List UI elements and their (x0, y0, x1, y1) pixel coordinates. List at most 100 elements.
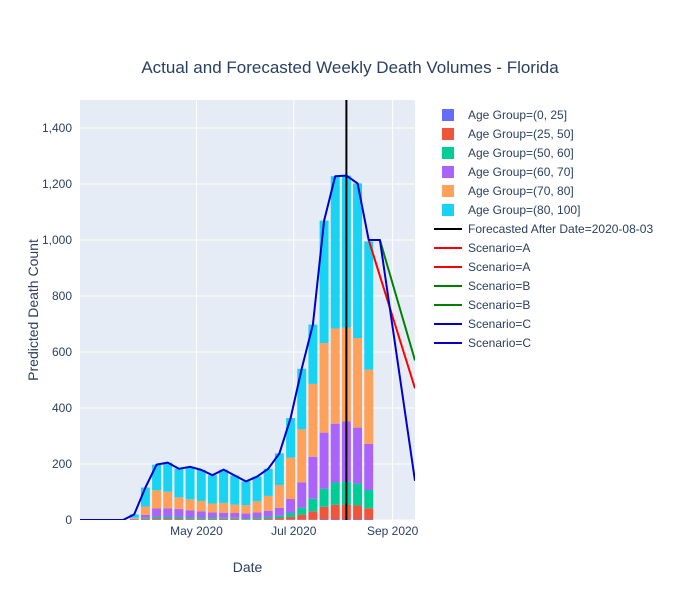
bar-segment (252, 512, 262, 518)
y-tick-label: 1,200 (42, 177, 72, 191)
y-tick-label: 0 (65, 513, 72, 527)
legend-item[interactable]: Scenario=A (468, 260, 530, 274)
bar-segment (353, 427, 363, 484)
legend-item[interactable]: Forecasted After Date=2020-08-03 (468, 222, 653, 236)
bar-segment (219, 517, 229, 519)
bar-segment (230, 518, 240, 520)
legend-swatch[interactable] (442, 109, 454, 121)
bar-segment (286, 457, 296, 499)
legend-item[interactable]: Age Group=(0, 25] (468, 108, 567, 122)
bar-segment (330, 519, 340, 520)
bar-segment (241, 518, 251, 520)
bar-segment (241, 519, 251, 520)
bar-segment (196, 511, 206, 518)
bar-segment (219, 512, 229, 518)
bar-segment (330, 504, 340, 520)
chart-title: Actual and Forecasted Weekly Death Volum… (141, 58, 559, 77)
series-line (80, 174, 415, 520)
bar-segment (274, 507, 284, 516)
bar-segment (174, 497, 184, 510)
bar-segment (319, 488, 329, 507)
bar-segment (129, 514, 139, 518)
legend-swatch[interactable] (442, 147, 454, 159)
y-tick-label: 200 (52, 457, 72, 471)
bar-segment (286, 418, 296, 458)
bar-segment (163, 516, 173, 519)
bar-segment (263, 518, 273, 520)
bar-segment (274, 485, 284, 508)
legend-swatch[interactable] (442, 204, 454, 216)
legend-swatch[interactable] (442, 185, 454, 197)
bar-segment (319, 343, 329, 433)
legend-item[interactable]: Scenario=B (468, 298, 530, 312)
y-tick-label: 1,000 (42, 233, 72, 247)
bar-segment (364, 369, 374, 444)
bar-segment (241, 481, 251, 506)
bar-segment (185, 518, 195, 520)
y-tick-label: 600 (52, 345, 72, 359)
bar-segment (353, 519, 363, 520)
y-axis-ticks: 0 200 400 600 800 1,000 1,200 1,400 (42, 121, 72, 527)
bar-segment (140, 518, 150, 520)
bar-segment (330, 328, 340, 424)
bar-segment (330, 482, 340, 505)
bar-segment (185, 510, 195, 518)
legend-swatch[interactable] (442, 166, 454, 178)
bar-segment (353, 338, 363, 428)
bar-segment (163, 518, 173, 520)
bar-segment (140, 517, 150, 519)
legend-item[interactable]: Age Group=(80, 100] (468, 203, 580, 217)
bar-segment (319, 220, 329, 344)
bar-segment (140, 487, 150, 507)
bar-segment (185, 466, 195, 500)
x-tick-label: May 2020 (170, 524, 223, 538)
legend-item[interactable]: Scenario=C (468, 336, 531, 350)
bar-segment (319, 506, 329, 520)
bar-segment (319, 519, 329, 520)
bar-segment (196, 469, 206, 501)
line-group (80, 100, 415, 520)
bar-segment (152, 518, 162, 520)
bar-segment (219, 518, 229, 520)
legend-item[interactable]: Scenario=B (468, 279, 530, 293)
bar-segment (286, 516, 296, 520)
y-tick-label: 800 (52, 289, 72, 303)
bar-segment (207, 517, 217, 519)
legend: Age Group=(0, 25] Age Group=(25, 50] Age G… (434, 108, 653, 350)
bar-segment (353, 483, 363, 506)
bar-segment (308, 324, 318, 384)
bar-segment (163, 462, 173, 492)
series-line (367, 239, 415, 389)
bar-segment (140, 514, 150, 518)
legend-item[interactable]: Scenario=A (468, 241, 530, 255)
bar-segment (364, 443, 374, 491)
bar-segment (364, 490, 374, 509)
bar-segment (274, 453, 284, 485)
legend-item[interactable]: Age Group=(50, 60] (468, 146, 574, 160)
legend-item[interactable]: Scenario=C (468, 317, 531, 331)
bar-segment (252, 501, 262, 513)
bar-segment (185, 499, 195, 511)
bar-segment (263, 510, 273, 517)
bar-segment (230, 475, 240, 505)
bar-segment (152, 490, 162, 509)
bar-segment (207, 475, 217, 504)
legend-item[interactable]: Age Group=(25, 50] (468, 127, 574, 141)
legend-swatch[interactable] (442, 128, 454, 140)
legend-item[interactable]: Age Group=(70, 80] (468, 184, 574, 198)
bar-segment (274, 518, 284, 520)
x-axis-title: Date (233, 559, 263, 575)
bar-segment (330, 176, 340, 329)
bar-segment (353, 183, 363, 338)
bar-segment (308, 383, 318, 457)
bar-segment (330, 423, 340, 483)
bar-segment (230, 517, 240, 519)
bar-segment (163, 491, 173, 509)
bar-segment (129, 518, 139, 520)
x-axis-ticks: May 2020 Jul 2020 Sep 2020 (170, 524, 419, 538)
bar-segment (241, 513, 251, 519)
bar-segment (319, 432, 329, 489)
legend-item[interactable]: Age Group=(60, 70] (468, 165, 574, 179)
bar-segment (286, 499, 296, 513)
bar-segment (263, 516, 273, 519)
